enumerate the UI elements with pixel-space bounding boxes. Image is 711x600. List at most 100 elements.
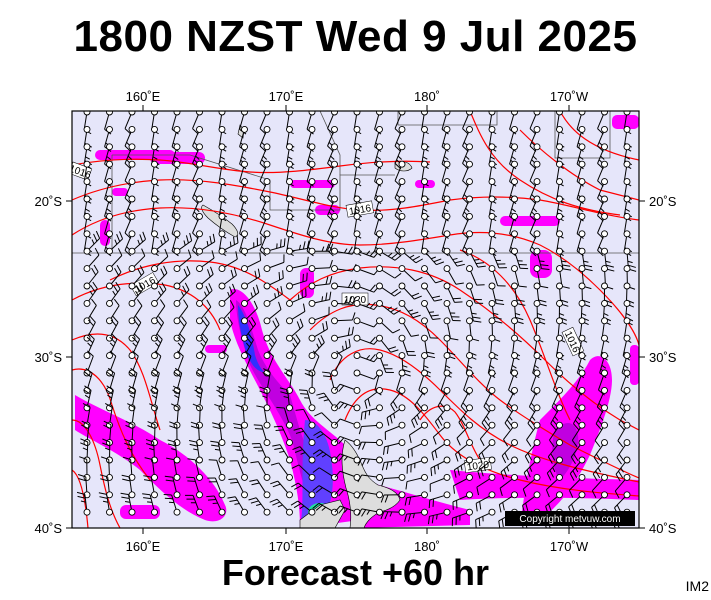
wind-barb [106,281,121,307]
wind-barb [163,494,181,516]
wind-barb [615,456,631,482]
wind-barb [549,421,563,447]
wind-barb [186,476,203,499]
wind-barb [455,439,473,462]
wind-barb [286,318,304,342]
wind-barb [504,404,518,430]
wind-barb [443,247,465,267]
wind-barb [98,492,113,516]
wind-barb [196,316,210,342]
wind-barb [421,265,444,284]
wind-barb [546,456,563,481]
wind-barb [327,230,338,257]
wind-barb [576,230,586,257]
wind-barb [124,212,136,239]
rain-east-core [552,423,579,480]
lon-label-180-top: 180˚ [414,89,440,104]
wind-barb [106,315,119,342]
wind-barb [466,247,486,268]
wind-barb [616,439,631,465]
copyright-box: Copyright metvuw.com [505,511,635,526]
wind-barb [273,425,293,447]
wind-barb [263,317,280,342]
wind-barb [568,473,586,498]
wind-barb [488,212,497,239]
wind-barb [398,282,422,300]
wind-barb [529,160,541,187]
wind-barb [210,440,226,464]
wind-barbs [76,111,637,528]
wind-barb [304,368,316,394]
wind-barb [263,286,283,307]
wind-barb [270,480,293,499]
wind-barb [530,369,541,396]
wind-barb [430,456,451,477]
wind-barb [529,178,541,205]
wind-barb [250,461,271,481]
wind-barb [185,494,203,516]
wind-barb [173,316,187,342]
wind-barb [456,421,473,446]
wind-barb [263,238,286,255]
wind-barb [485,369,496,396]
page-title: 1800 NZST Wed 9 Jul 2025 [73,12,638,61]
wind-barb [291,482,316,499]
wind-barb [306,160,316,187]
wind-barb [500,456,518,480]
lat-axis-left: 20˚S 30˚S 40˚S [35,194,72,536]
wind-barb [173,249,192,273]
wind-barb [592,456,608,482]
wind-barb [443,282,463,303]
wind-barb [421,247,445,266]
wind-barb [488,282,505,306]
wind-barb [623,160,632,187]
rain-west-tasman [75,395,227,522]
wind-barb [547,439,563,464]
wind-barb [479,421,496,447]
image-code: IM2 [685,578,709,594]
wind-barb [76,491,91,516]
wind-barb [570,439,586,465]
wind-barb [394,160,406,187]
wind-barb [196,333,209,360]
wind-barb [128,282,144,307]
wind-barb [398,265,423,282]
wind-barb [147,421,158,447]
wind-barb [594,421,608,448]
wind-barb [556,247,572,271]
wind-barb [431,439,451,461]
wind-barb [533,247,550,271]
wind-barb [196,266,214,290]
wind-barb [196,283,213,307]
wind-barb [509,143,518,170]
wind-barb [308,321,328,342]
wind-barb [380,491,406,503]
wind-barb [331,296,357,307]
wind-barb [259,212,271,239]
wind-barb [476,473,496,496]
wind-barb [106,264,122,290]
wind-barb [122,456,136,481]
wind-barb [556,160,564,187]
wind-barb [196,233,216,255]
wind-barb [276,406,293,429]
wind-barb [83,298,97,325]
wind-barb [376,282,402,297]
wind-barb [554,352,563,379]
wind-barb [128,316,142,342]
wind-barb [334,418,361,429]
wind-barb [404,508,428,522]
wind-barb [568,491,586,515]
wind-barb [241,350,252,377]
wind-barb [127,385,137,412]
wind-barb [509,160,518,187]
wind-barb [427,508,451,525]
wind-barb [190,421,203,447]
wind-barb [429,473,451,492]
wind-barb [286,272,308,290]
wind-barb [357,473,383,483]
wind-barb [421,299,441,320]
lon-label-180-bottom: 180˚ [414,539,440,554]
wind-barb [231,441,248,464]
wind-barb [576,195,586,222]
